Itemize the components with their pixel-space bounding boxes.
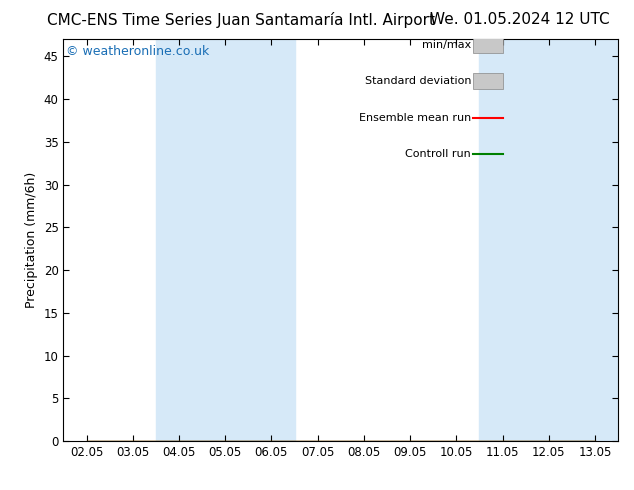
Text: © weatheronline.co.uk: © weatheronline.co.uk — [66, 45, 209, 58]
Text: CMC-ENS Time Series Juan Santamaría Intl. Airport: CMC-ENS Time Series Juan Santamaría Intl… — [47, 12, 435, 28]
Bar — [156, 39, 295, 441]
Text: Standard deviation: Standard deviation — [365, 76, 471, 86]
Text: Ensemble mean run: Ensemble mean run — [359, 113, 471, 122]
Text: We. 01.05.2024 12 UTC: We. 01.05.2024 12 UTC — [430, 12, 610, 27]
Bar — [479, 39, 618, 441]
Bar — [473, 74, 503, 90]
Text: Controll run: Controll run — [405, 148, 471, 159]
Text: min/max: min/max — [422, 40, 471, 50]
Y-axis label: Precipitation (mm/6h): Precipitation (mm/6h) — [25, 172, 38, 308]
Bar — [473, 37, 503, 53]
